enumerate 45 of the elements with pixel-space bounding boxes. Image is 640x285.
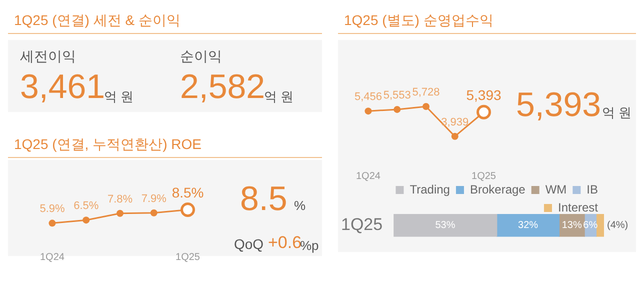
text: 1Q25 (연결) 세전 & 순이익 <box>8 12 322 34</box>
point <box>364 108 372 115</box>
point <box>394 106 401 113</box>
text: % <box>294 198 306 213</box>
data-label: 53% <box>435 220 456 232</box>
data-label: 3,939 <box>441 116 469 128</box>
data-label: 13% <box>562 220 582 232</box>
legend-label: WM <box>545 182 567 196</box>
data-label: 8.5% <box>172 184 204 201</box>
chart-title: 1Q25 (연결, 누적연환산) ROE <box>8 136 322 158</box>
text: QoQ <box>234 236 264 252</box>
point <box>422 103 430 110</box>
legend-label: Trading <box>410 182 450 196</box>
data-label: (4%) <box>606 220 628 232</box>
point <box>82 216 90 224</box>
data-label: 32% <box>518 220 538 232</box>
data-label: 5,728 <box>412 86 440 99</box>
text: 5,393 <box>516 86 602 124</box>
x-tick-label: 1Q24 <box>356 170 381 182</box>
text: 세전이익 <box>20 48 76 66</box>
point <box>451 132 458 140</box>
point <box>150 209 158 216</box>
data-label: 5.9% <box>40 203 65 216</box>
text: 2,582 <box>180 68 266 106</box>
data-label: 6.5% <box>74 200 99 212</box>
text: 8.5 <box>240 180 288 218</box>
text: +0.6 <box>268 233 302 252</box>
data-label: 7.8% <box>107 193 133 206</box>
text: 억 원 <box>104 88 134 106</box>
text: 3,461 <box>20 68 106 106</box>
data-label: 7.9% <box>141 192 167 205</box>
text: 순이익 <box>180 48 222 66</box>
data-label: 5,393 <box>466 86 502 103</box>
chart-title: 1Q25 (별도) 순영업수익 <box>338 12 636 34</box>
text: 억 원 <box>602 104 632 122</box>
text: 억 원 <box>264 88 294 106</box>
legend-label: IB <box>586 182 598 196</box>
point <box>116 210 124 217</box>
data-label: 5,553 <box>383 89 411 102</box>
x-tick-label: 1Q24 <box>40 252 65 263</box>
legend-label: Interest <box>558 200 599 214</box>
data-label: 5,456 <box>354 91 382 104</box>
legend-label: Brokerage <box>470 182 526 196</box>
point <box>48 220 56 227</box>
text: %p <box>300 238 319 253</box>
